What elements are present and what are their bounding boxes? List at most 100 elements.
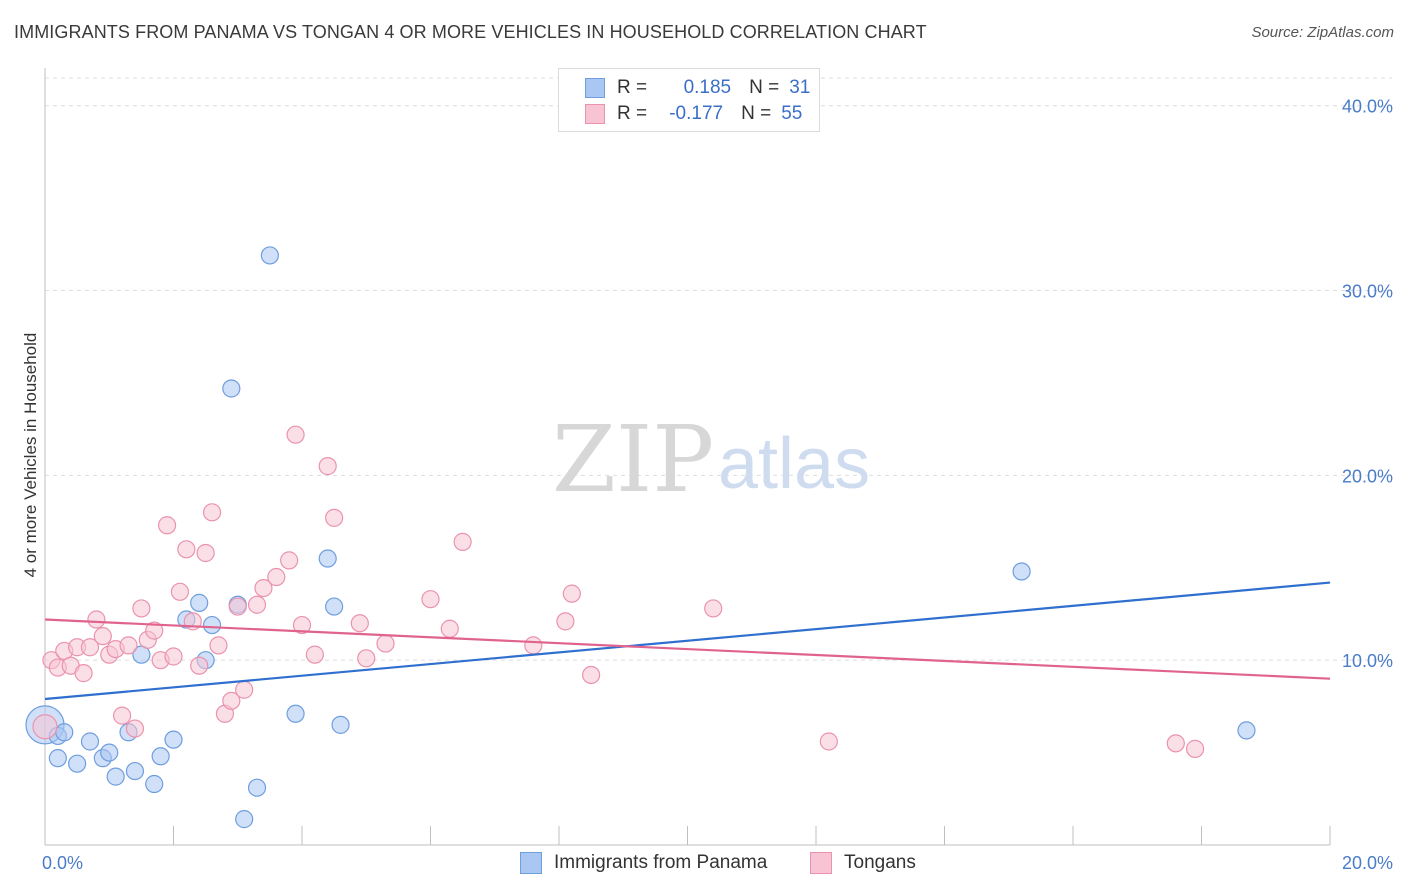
bottom-legend-swatch-panama [520, 852, 542, 874]
panama-point [48, 749, 67, 768]
panama-point [318, 549, 337, 568]
y-tick-label: 30.0% [1342, 282, 1393, 302]
bottom-legend-label-tongans: Tongans [844, 852, 916, 873]
legend-n-value: 55 [781, 103, 803, 124]
legend-row-panama: R = 0.185 N = 31 [585, 75, 810, 101]
tongan-point [350, 614, 369, 633]
tongan-point [562, 584, 581, 603]
tongan-point [280, 551, 299, 570]
legend-swatch-tongans [585, 104, 605, 124]
tongan-point [125, 719, 145, 738]
tongan-point [145, 621, 164, 640]
tongan-point [524, 636, 543, 655]
tongan-point [32, 714, 58, 740]
panama-point [202, 615, 222, 635]
x-tick-label: 0.0% [42, 853, 83, 873]
tongan-point [157, 516, 177, 535]
panama-point [80, 732, 100, 751]
legend-r-label: R = [617, 77, 648, 98]
legend-n-label: N = [749, 77, 780, 98]
legend-n-label: N = [741, 103, 772, 124]
tongan-point [376, 634, 395, 653]
panama-point [222, 379, 241, 398]
panama-point [286, 704, 305, 723]
bottom-legend-panama: Immigrants from Panama [520, 852, 767, 874]
chart-source: Source: ZipAtlas.com [1251, 24, 1394, 41]
y-tick-label: 20.0% [1342, 466, 1393, 486]
tongan-point [1166, 734, 1185, 753]
tongan-point [292, 615, 312, 635]
x-tick-label: 20.0% [1342, 853, 1393, 873]
tongan-point [267, 567, 286, 587]
tongan-point [164, 647, 183, 666]
panama-point [235, 810, 254, 829]
legend-row-tongans: R = -0.177 N = 55 [585, 101, 802, 127]
panama-point [1012, 562, 1031, 581]
bottom-legend-swatch-tongans [810, 852, 832, 874]
legend-r-value: -0.177 [669, 103, 724, 124]
legend-box: R = 0.185 N = 31 R = -0.177 N = 55 [558, 68, 820, 132]
tongan-point [222, 691, 241, 710]
panama-point [106, 767, 125, 786]
tongan-point [453, 532, 472, 551]
panama-point [125, 761, 145, 781]
panama-point [55, 723, 74, 742]
tongan-point [235, 680, 254, 699]
tongan-point [177, 540, 196, 559]
tongan-point [556, 612, 575, 631]
panama-point [164, 730, 183, 749]
tongan-trend-line [44, 618, 1331, 680]
grid-lines [45, 77, 1392, 661]
watermark: ZIP atlas [552, 406, 870, 513]
tongan-point [228, 597, 247, 616]
tongan-point [132, 599, 151, 618]
panama-point [100, 743, 119, 762]
panama-point [247, 778, 267, 797]
tongan-point [247, 595, 267, 614]
tongan-point [74, 664, 93, 683]
tongan-point [190, 656, 209, 675]
panama-trend-line [44, 581, 1331, 701]
tongan-point [87, 610, 106, 629]
tongan-point [196, 543, 215, 563]
tongan-point [305, 645, 324, 664]
watermark-zip: ZIP [552, 406, 714, 513]
panama-point [68, 754, 87, 773]
chart-title: IMMIGRANTS FROM PANAMA VS TONGAN 4 OR MO… [14, 22, 927, 42]
legend-n-value: 31 [789, 77, 811, 98]
bottom-legend-label-panama: Immigrants from Panama [554, 852, 768, 873]
tongan-point [254, 579, 273, 598]
panama-point [331, 715, 350, 734]
tongan-point [318, 457, 337, 476]
tongan-point [112, 706, 132, 725]
tongan-point [93, 627, 112, 646]
panama-point [151, 747, 170, 766]
trend-lines [44, 581, 1331, 701]
tongan-point [170, 582, 190, 601]
bottom-legend-tongans: Tongans [810, 852, 916, 874]
y-tick-labels: 10.0% 20.0% 30.0% 40.0% [1342, 97, 1393, 671]
tongan-point [202, 503, 222, 522]
tongan-point [80, 638, 100, 657]
tongan-point [1185, 739, 1205, 758]
tongan-point [440, 619, 459, 638]
y-tick-label: 10.0% [1342, 651, 1393, 671]
tongan-point [421, 590, 440, 609]
tongan-point [582, 665, 601, 685]
panama-point [325, 597, 344, 616]
tongan-point [357, 649, 376, 668]
legend-r-label: R = [617, 103, 648, 124]
x-tick-labels: 0.0% 20.0% [42, 853, 1393, 873]
watermark-atlas: atlas [718, 424, 870, 504]
y-tick-label: 40.0% [1342, 97, 1393, 117]
legend-swatch-panama [585, 78, 605, 98]
tongan-point [704, 599, 723, 618]
panama-point [145, 774, 164, 794]
tongan-point [286, 425, 305, 444]
tongan-point [325, 508, 344, 527]
tongan-point [819, 732, 838, 751]
legend-r-value: 0.185 [683, 77, 732, 98]
data-points [25, 246, 1256, 829]
tongan-point [119, 636, 138, 655]
